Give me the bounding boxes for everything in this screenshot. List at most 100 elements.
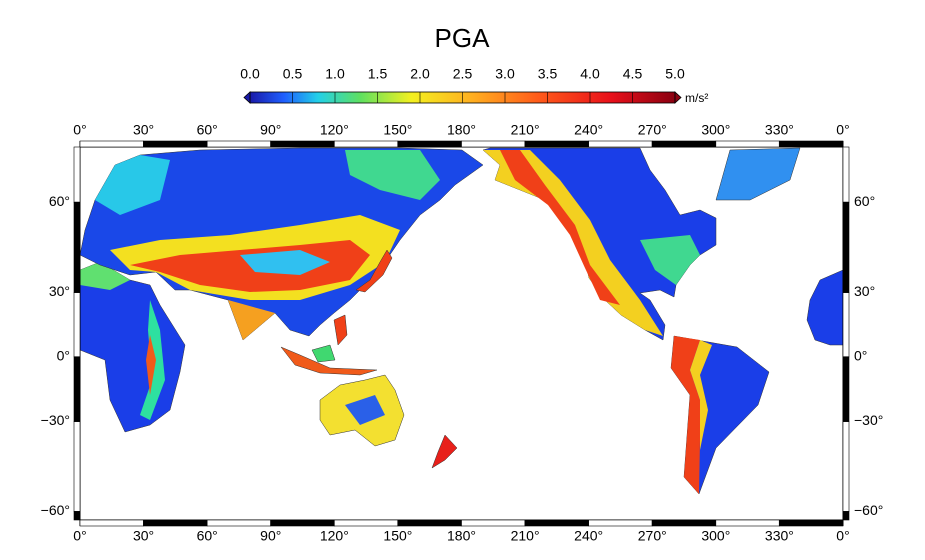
frame-segment <box>651 140 717 148</box>
land <box>333 314 348 346</box>
frame-segment <box>206 140 272 148</box>
frame-segment <box>73 146 81 203</box>
frame-segment <box>842 356 850 422</box>
frame-segment <box>79 140 144 148</box>
colorbar-tick-label: 0.5 <box>283 66 303 82</box>
frame-segment <box>270 140 335 148</box>
x-tick-label: 180° <box>447 528 476 544</box>
frame-segment <box>73 292 81 358</box>
land <box>500 150 620 305</box>
colorbar-tick-label: 0.0 <box>240 66 260 82</box>
frame-segment <box>842 146 850 203</box>
frame-segment <box>143 519 208 527</box>
x-tick-label: 300° <box>701 122 730 138</box>
y-tick-label: 0° <box>854 348 867 364</box>
colorbar-cap <box>674 91 682 104</box>
y-tick-label: 30° <box>854 283 875 299</box>
x-tick-label: 30° <box>133 528 154 544</box>
colorbar-cap <box>243 91 251 104</box>
land <box>431 434 458 469</box>
frame-segment <box>842 292 850 358</box>
land <box>483 150 663 336</box>
frame-segment <box>73 201 81 293</box>
x-tick-label: 330° <box>765 528 794 544</box>
x-tick-label: 270° <box>638 122 667 138</box>
frame-segment <box>715 140 780 148</box>
colorbar-unit: m/s² <box>685 91 708 105</box>
y-tick-label: −30° <box>854 412 883 428</box>
x-tick-label: 180° <box>447 122 476 138</box>
land <box>311 344 336 363</box>
x-tick-label: 270° <box>638 528 667 544</box>
land <box>240 250 330 275</box>
title: PGA <box>435 23 491 53</box>
land <box>715 147 801 201</box>
y-tick-label: 60° <box>854 193 875 209</box>
map-area <box>79 147 844 520</box>
land <box>671 336 700 494</box>
frame-segment <box>334 519 399 527</box>
frame-segment <box>779 519 844 527</box>
land <box>280 346 378 376</box>
y-tick-label: 0° <box>57 348 70 364</box>
land <box>355 249 393 293</box>
frame-segment <box>143 140 208 148</box>
frame-segment <box>461 140 526 148</box>
colorbar-tick-label: 2.5 <box>453 66 473 82</box>
frame-segment <box>779 140 844 148</box>
frame-segment <box>270 519 335 527</box>
x-tick-label: 150° <box>383 528 412 544</box>
frame-segment <box>524 519 589 527</box>
x-tick-label: 330° <box>765 122 794 138</box>
land <box>228 300 275 340</box>
x-tick-label: 120° <box>320 528 349 544</box>
frame-segment <box>588 140 653 148</box>
x-tick-label: 120° <box>320 122 349 138</box>
frame-segment <box>651 519 717 527</box>
colorbar-tick-label: 3.5 <box>538 66 558 82</box>
frame-segment <box>397 519 462 527</box>
frame-segment <box>397 140 462 148</box>
colorbar-tick-label: 1.0 <box>325 66 345 82</box>
x-tick-label: 60° <box>197 122 218 138</box>
frame-segment <box>334 140 399 148</box>
colorbar-tick-label: 3.0 <box>495 66 515 82</box>
frame-segment <box>524 140 589 148</box>
land <box>690 340 712 450</box>
x-tick-label: 210° <box>511 528 540 544</box>
y-tick-label: −60° <box>41 502 70 518</box>
colorbar-tick-label: 2.0 <box>410 66 430 82</box>
land <box>80 262 130 290</box>
frame-segment <box>73 511 81 521</box>
y-tick-label: 60° <box>49 193 70 209</box>
x-tick-label: 240° <box>574 528 603 544</box>
frame-segment <box>715 519 780 527</box>
frame-segment <box>842 511 850 521</box>
frame-segment <box>588 519 653 527</box>
colorbar-tick-label: 4.5 <box>623 66 643 82</box>
frame-segment <box>73 421 81 512</box>
land <box>345 150 440 200</box>
x-tick-label: 300° <box>701 528 730 544</box>
colorbar-tick-label: 4.0 <box>580 66 600 82</box>
colorbar-tick-label: 5.0 <box>665 66 685 82</box>
frame-segment <box>842 421 850 512</box>
colorbar-tick-label: 1.5 <box>368 66 388 82</box>
colorbar: m/s² <box>243 91 708 105</box>
y-tick-label: 30° <box>49 283 70 299</box>
x-tick-label: 0° <box>836 122 849 138</box>
frame-segment <box>842 201 850 293</box>
x-tick-label: 30° <box>133 122 154 138</box>
x-tick-label: 90° <box>260 122 281 138</box>
x-tick-label: 0° <box>73 122 86 138</box>
land <box>95 155 170 215</box>
frame-segment <box>73 356 81 422</box>
land <box>345 395 385 425</box>
y-tick-label: −60° <box>854 502 883 518</box>
x-tick-label: 210° <box>511 122 540 138</box>
frame-segment <box>79 519 144 527</box>
land <box>640 235 700 285</box>
frame-segment <box>461 519 526 527</box>
x-tick-label: 0° <box>73 528 86 544</box>
